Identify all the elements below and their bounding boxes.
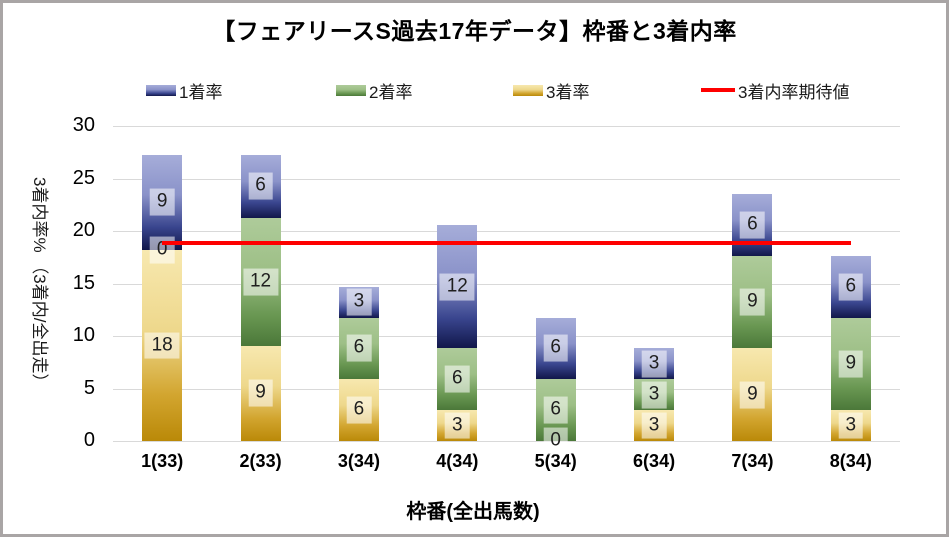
chart-title: 【フェアリースS過去17年データ】枠番と3着内率 <box>212 18 737 44</box>
bar-label: 6 <box>346 396 372 424</box>
bar-label: 3 <box>641 412 667 440</box>
bar-label: 6 <box>543 396 568 424</box>
x-tick-label: 3(34) <box>337 451 380 471</box>
bar-label: 12 <box>242 268 279 296</box>
legend: 1着率 2着率 3着率 3着内率期待値 <box>3 79 946 103</box>
bar-label: 9 <box>740 288 765 316</box>
bar-label: 6 <box>740 211 765 239</box>
bar-label: 6 <box>248 173 273 200</box>
x-tick-label: 1(33) <box>141 451 184 471</box>
gridline <box>113 231 900 232</box>
legend-box-swatch <box>336 84 366 96</box>
bar-label: 6 <box>346 334 372 362</box>
bar-label: 18 <box>144 332 180 359</box>
y-tick-label: 0 <box>83 429 95 451</box>
legend-item: 2着率 <box>336 79 413 102</box>
legend-label: 2着率 <box>369 82 413 102</box>
legend-line-swatch <box>701 88 735 92</box>
x-tick-label: 5(34) <box>534 451 577 471</box>
legend-item: 3着内率期待値 <box>701 79 850 102</box>
legend-box-swatch <box>146 84 176 96</box>
bar-label: 9 <box>838 350 864 378</box>
y-axis-title: 3着内率% （3着内/全出走） <box>30 176 49 391</box>
legend-label: 1着率 <box>179 82 223 102</box>
bar-label: 9 <box>149 188 175 216</box>
bar-label: 9 <box>248 379 273 407</box>
legend-label: 3着率 <box>546 82 590 102</box>
y-tick-label: 30 <box>72 114 95 136</box>
y-tick-label: 20 <box>72 219 95 241</box>
gridline <box>113 388 900 390</box>
y-tick-label: 25 <box>72 166 95 189</box>
bar-label: 3 <box>445 412 470 440</box>
legend-label: 3着内率期待値 <box>738 82 850 102</box>
y-tick-label: 10 <box>72 324 95 346</box>
gridline <box>113 441 900 442</box>
bar-label: 6 <box>543 334 568 362</box>
bar-label: 3 <box>641 381 667 409</box>
y-tick-label: 15 <box>72 271 95 294</box>
y-tick-label: 5 <box>83 376 95 399</box>
bar-label: 3 <box>641 350 667 378</box>
gridline <box>113 178 900 180</box>
bar-label: 6 <box>445 365 470 393</box>
x-tick-label: 6(34) <box>633 451 676 471</box>
x-tick-label: 7(34) <box>731 451 774 471</box>
bar-label: 3 <box>838 412 864 440</box>
bar-label: 6 <box>838 273 864 301</box>
legend-box-swatch <box>513 84 543 96</box>
x-tick-label: 4(34) <box>436 451 479 471</box>
x-axis-title: 枠番(全出馬数) <box>406 501 540 523</box>
legend-item: 3着率 <box>513 79 590 102</box>
gridline <box>113 283 900 285</box>
x-tick-label: 8(34) <box>829 451 872 471</box>
x-tick-label: 2(33) <box>239 451 282 471</box>
gridline <box>113 336 900 337</box>
legend-item: 1着率 <box>146 79 223 102</box>
bar-label: 12 <box>439 273 475 301</box>
bar-label: 0 <box>543 427 568 455</box>
bar-label: 3 <box>346 288 372 316</box>
expectation-line <box>162 240 851 245</box>
gridline <box>113 126 900 127</box>
bar-label: 9 <box>740 381 765 409</box>
